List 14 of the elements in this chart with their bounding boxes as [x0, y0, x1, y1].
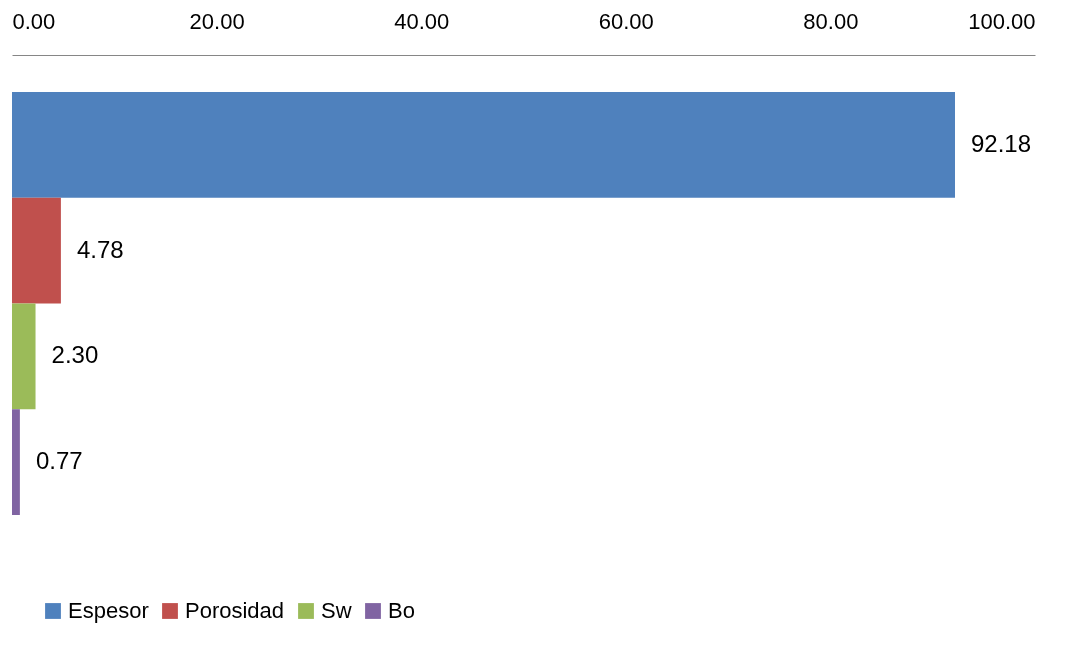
legend-label: Bo [388, 598, 415, 623]
x-tick-label: 60.00 [598, 8, 654, 34]
data-label: 92.18 [971, 129, 1032, 157]
data-label: 0.77 [35, 447, 83, 475]
x-tick-label: 20.00 [189, 8, 245, 34]
x-tick-label: 40.00 [394, 8, 450, 34]
data-label: 4.78 [76, 235, 124, 263]
legend-label: Espesor [68, 598, 149, 623]
x-tick-label: 80.00 [803, 8, 859, 34]
data-label: 2.30 [51, 341, 99, 369]
x-tick-label: 0.00 [12, 8, 56, 34]
legend-label: Sw [321, 598, 352, 623]
x-tick-label: 100.00 [968, 8, 1036, 34]
legend-label: Porosidad [185, 598, 285, 623]
